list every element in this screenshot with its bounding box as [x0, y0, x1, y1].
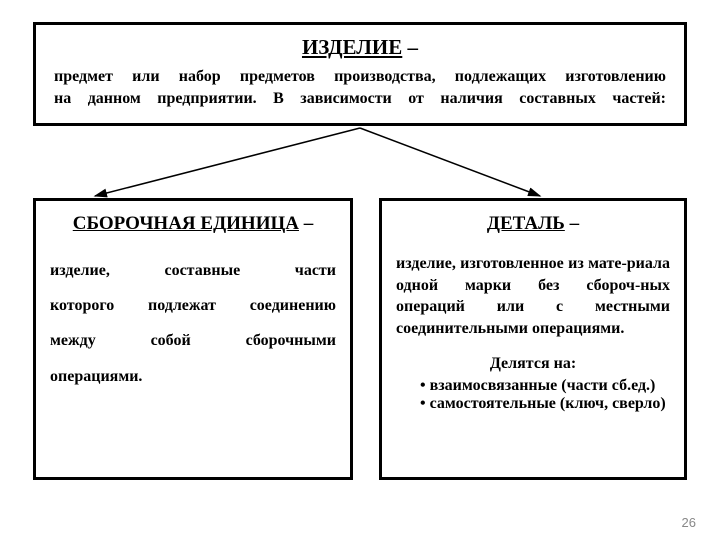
top-definition-box: ИЗДЕЛИЕ – предмет или набор предметов пр… — [33, 22, 687, 126]
left-title-suffix: – — [299, 213, 313, 234]
top-description: предмет или набор предметов производства… — [54, 66, 666, 109]
left-title-word: СБОРОЧНАЯ ЕДИНИЦА — [73, 213, 299, 234]
page-number: 26 — [682, 515, 696, 530]
left-definition-box: СБОРОЧНАЯ ЕДИНИЦА – изделие, составные ч… — [33, 198, 353, 480]
right-title-suffix: – — [565, 213, 579, 234]
right-bullet-list: взаимосвязанные (части сб.ед.) самостоят… — [396, 377, 670, 413]
left-line4: операциями. — [50, 359, 336, 394]
top-desc-line2: на данном предприятии. В зависимости от … — [54, 88, 666, 110]
top-title: ИЗДЕЛИЕ – — [54, 35, 666, 60]
top-title-suffix: – — [402, 35, 418, 59]
left-line3: между собой сборочными — [50, 323, 336, 358]
right-subheading: Делятся на: — [396, 355, 670, 373]
top-title-word: ИЗДЕЛИЕ — [302, 35, 402, 59]
left-line2: которого подлежат соединению — [50, 288, 336, 323]
list-item: самостоятельные (ключ, сверло) — [420, 395, 670, 413]
list-item: взаимосвязанные (части сб.ед.) — [420, 377, 670, 395]
left-body: изделие, составные части которого подлеж… — [50, 253, 336, 394]
right-title: ДЕТАЛЬ – — [396, 213, 670, 235]
left-title: СБОРОЧНАЯ ЕДИНИЦА – — [50, 213, 336, 235]
arrow-left — [95, 128, 360, 196]
right-body: изделие, изготовленное из мате-риала одн… — [396, 253, 670, 339]
top-desc-line1: предмет или набор предметов производства… — [54, 66, 666, 88]
arrow-right — [360, 128, 540, 196]
left-line1: изделие, составные части — [50, 253, 336, 288]
right-title-word: ДЕТАЛЬ — [487, 213, 565, 234]
right-definition-box: ДЕТАЛЬ – изделие, изготовленное из мате-… — [379, 198, 687, 480]
